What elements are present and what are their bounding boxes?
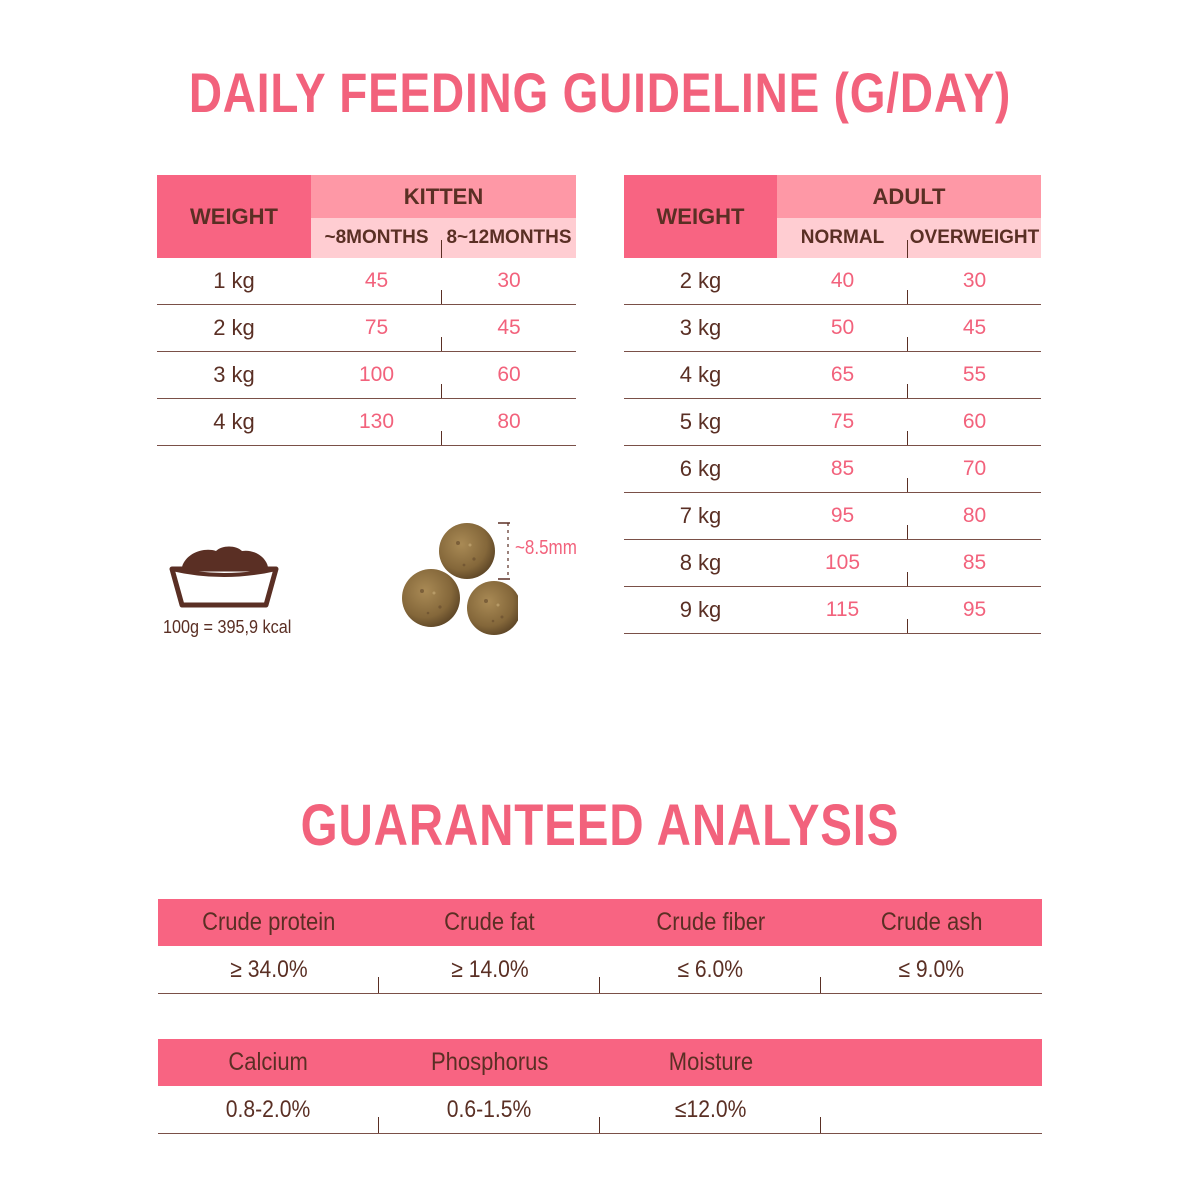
analysis-header — [821, 1039, 1042, 1086]
weight-cell: 6 kg — [624, 445, 777, 493]
weight-cell: 2 kg — [624, 258, 777, 305]
table-row: 6 kg 85 70 — [624, 445, 1042, 493]
analysis-header: Phosphorus — [379, 1039, 600, 1086]
value-cell: 85 — [908, 539, 1042, 587]
analysis-header: Calcium — [158, 1039, 379, 1086]
table-row: 1 kg 45 30 — [157, 258, 577, 305]
analysis-value: ≤ 9.0% — [821, 946, 1042, 994]
analysis-value: ≥ 14.0% — [379, 946, 600, 994]
kitten-col1-header: ~8MONTHS — [311, 218, 442, 258]
kitten-col2-header: 8~12MONTHS — [442, 218, 577, 258]
weight-cell: 7 kg — [624, 492, 777, 540]
weight-cell: 3 kg — [624, 304, 777, 352]
kibble-size-label: ~8.5mm — [515, 537, 577, 559]
analysis-table-2: Calcium Phosphorus Moisture 0.8-2.0% 0.6… — [158, 1039, 1042, 1134]
analysis-header: Crude protein — [158, 899, 379, 946]
value-cell: 70 — [908, 445, 1042, 493]
kitten-group-header: KITTEN — [311, 175, 577, 218]
table-row: 8 kg 105 85 — [624, 539, 1042, 587]
food-bowl-icon — [169, 546, 279, 608]
value-cell: 45 — [442, 304, 577, 352]
kitten-table: WEIGHT KITTEN ~8MONTHS 8~12MONTHS 1 kg 4… — [157, 175, 577, 446]
analysis-header: Moisture — [600, 1039, 821, 1086]
analysis-value: ≤ 6.0% — [600, 946, 821, 994]
analysis-value: ≥ 34.0% — [158, 946, 379, 994]
weight-cell: 1 kg — [157, 258, 311, 305]
value-cell: 80 — [908, 492, 1042, 540]
value-cell: 30 — [442, 258, 577, 305]
value-cell: 75 — [777, 398, 908, 446]
adult-group-header: ADULT — [777, 175, 1042, 218]
adult-table: WEIGHT ADULT NORMAL OVERWEIGHT 2 kg 40 3… — [624, 175, 1042, 634]
value-cell: 80 — [442, 398, 577, 446]
analysis-value: 0.8-2.0% — [158, 1086, 379, 1134]
value-cell: 45 — [908, 304, 1042, 352]
energy-label: 100g = 395,9 kcal — [163, 617, 292, 637]
table-row: 3 kg 50 45 — [624, 304, 1042, 352]
adult-col1-header: NORMAL — [777, 218, 908, 258]
table-row: 7 kg 95 80 — [624, 492, 1042, 540]
weight-cell: 2 kg — [157, 304, 311, 352]
table-row: 4 kg 130 80 — [157, 398, 577, 446]
analysis-value: ≤12.0% — [600, 1086, 821, 1134]
value-cell: 115 — [777, 586, 908, 634]
analysis-value — [821, 1086, 1042, 1134]
table-row: 2 kg 75 45 — [157, 304, 577, 352]
analysis-header: Crude ash — [821, 899, 1042, 946]
weight-cell: 9 kg — [624, 586, 777, 634]
adult-col2-header: OVERWEIGHT — [908, 218, 1042, 258]
value-cell: 95 — [777, 492, 908, 540]
value-cell: 105 — [777, 539, 908, 587]
kibble-image — [402, 522, 518, 635]
table-row: 3 kg 100 60 — [157, 351, 577, 399]
value-cell: 65 — [777, 351, 908, 399]
adult-weight-header: WEIGHT — [624, 175, 777, 258]
weight-cell: 5 kg — [624, 398, 777, 446]
value-cell: 50 — [777, 304, 908, 352]
value-cell: 45 — [311, 258, 442, 305]
value-cell: 85 — [777, 445, 908, 493]
table-row: 4 kg 65 55 — [624, 351, 1042, 399]
value-cell: 130 — [311, 398, 442, 446]
table-row: 5 kg 75 60 — [624, 398, 1042, 446]
kitten-weight-header: WEIGHT — [157, 175, 311, 258]
table-row: 9 kg 115 95 — [624, 586, 1042, 634]
analysis-value: 0.6-1.5% — [379, 1086, 600, 1134]
weight-cell: 8 kg — [624, 539, 777, 587]
table-row: 2 kg 40 30 — [624, 258, 1042, 305]
value-cell: 60 — [442, 351, 577, 399]
weight-cell: 3 kg — [157, 351, 311, 399]
analysis-title: GUARANTEED ANALYSIS — [300, 793, 900, 858]
analysis-header: Crude fat — [379, 899, 600, 946]
value-cell: 60 — [908, 398, 1042, 446]
value-cell: 95 — [908, 586, 1042, 634]
value-cell: 40 — [777, 258, 908, 305]
weight-cell: 4 kg — [624, 351, 777, 399]
analysis-table-1: Crude protein Crude fat Crude fiber Crud… — [158, 899, 1042, 994]
value-cell: 55 — [908, 351, 1042, 399]
weight-cell: 4 kg — [157, 398, 311, 446]
feeding-title: DAILY FEEDING GUIDELINE (G/DAY) — [188, 61, 1012, 124]
value-cell: 30 — [908, 258, 1042, 305]
value-cell: 75 — [311, 304, 442, 352]
analysis-header: Crude fiber — [600, 899, 821, 946]
value-cell: 100 — [311, 351, 442, 399]
